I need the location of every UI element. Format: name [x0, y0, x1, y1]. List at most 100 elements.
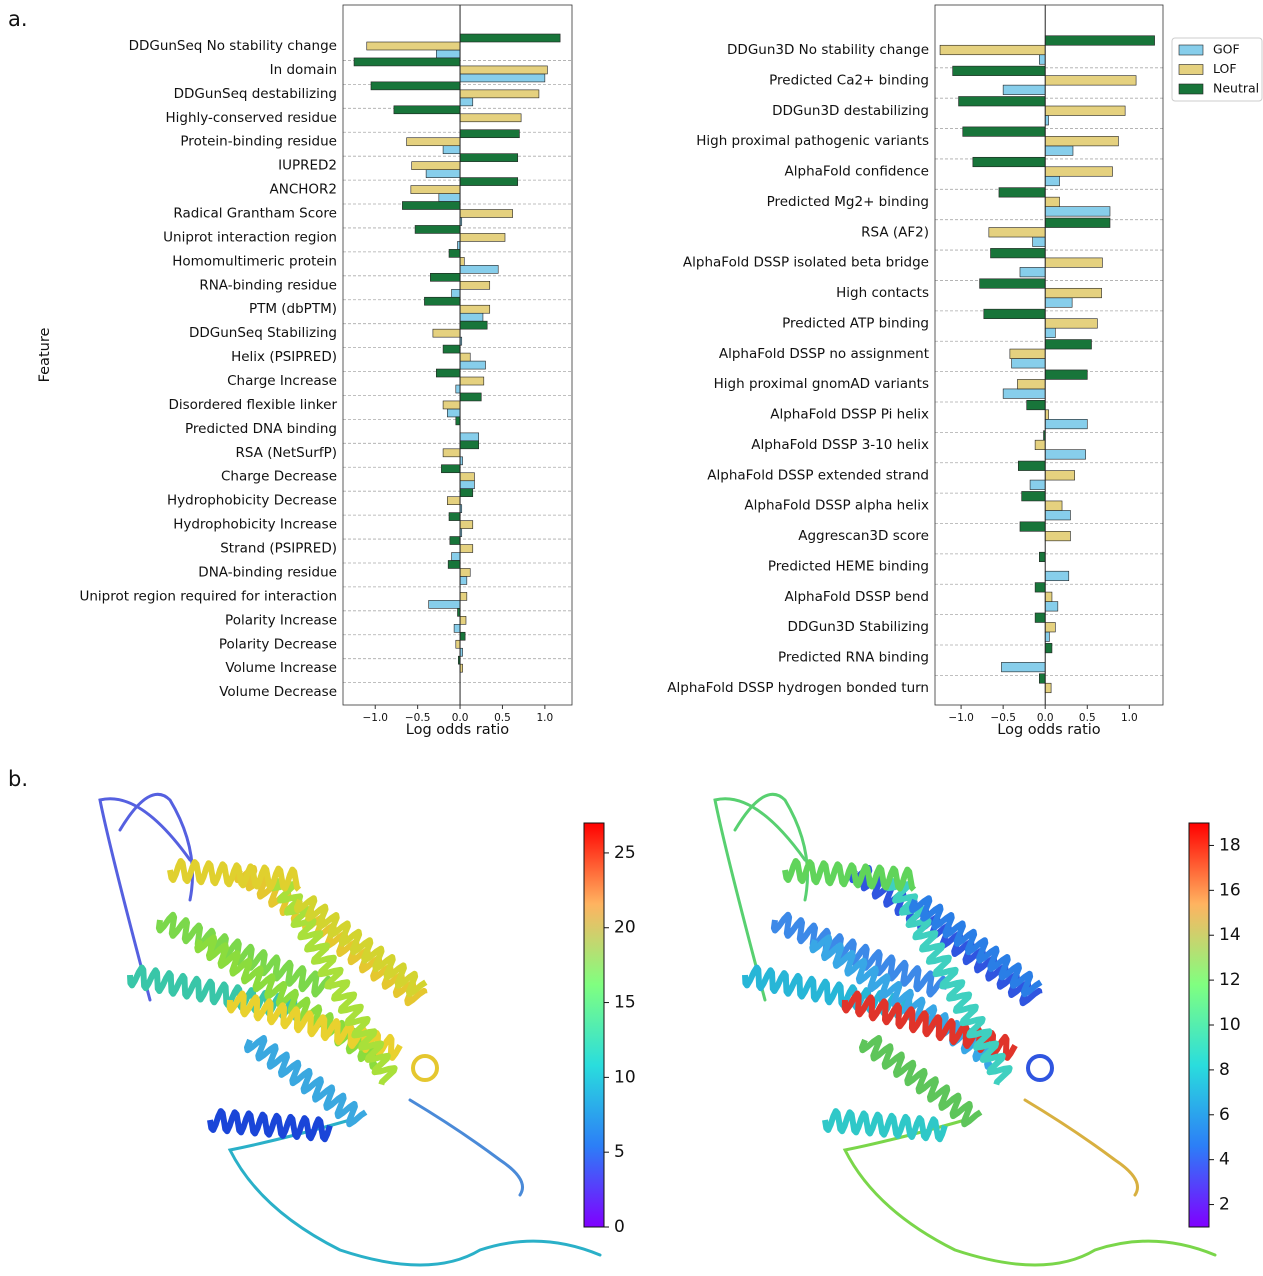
- bar: [394, 106, 460, 114]
- x-tick-label: 1.0: [1121, 712, 1138, 724]
- legend-swatch: [1179, 84, 1203, 94]
- bar: [460, 154, 518, 162]
- bar: [1045, 622, 1055, 632]
- bar: [460, 265, 498, 273]
- bar: [456, 640, 460, 648]
- bar: [460, 393, 481, 401]
- colorbar-tick-label: 0: [614, 1217, 625, 1237]
- bar: [460, 305, 490, 313]
- colorbar-tick-label: 2: [1219, 1195, 1230, 1215]
- legend-swatch: [1179, 45, 1203, 55]
- bar: [1045, 450, 1085, 460]
- bar: [371, 82, 460, 90]
- y-tick-label: AlphaFold DSSP no assignment: [719, 346, 929, 362]
- bar: [991, 248, 1046, 258]
- bar: [460, 130, 519, 138]
- legend-label: Neutral: [1213, 81, 1259, 96]
- y-tick-label: AlphaFold DSSP alpha helix: [744, 498, 929, 514]
- bar: [452, 553, 460, 561]
- bar: [460, 90, 539, 98]
- bar: [460, 66, 547, 74]
- y-tick-label: Predicted ATP binding: [782, 315, 929, 331]
- bar: [443, 345, 460, 353]
- bar: [1039, 552, 1045, 562]
- bar: [460, 361, 485, 369]
- y-tick-label: Aggrescan3D score: [798, 528, 929, 544]
- colorbar-tick-label: 14: [1219, 925, 1241, 945]
- bar: [407, 138, 460, 146]
- y-tick-label: DDGunSeq No stability change: [129, 38, 337, 54]
- y-tick-label: High proximal pathogenic variants: [696, 133, 929, 149]
- colorbar-tick-label: 4: [1219, 1150, 1230, 1170]
- bar: [460, 632, 465, 640]
- bar: [1045, 116, 1048, 126]
- bar: [443, 401, 460, 409]
- bar: [443, 449, 460, 457]
- bar: [426, 170, 460, 178]
- bar: [1022, 491, 1046, 501]
- legend-label: GOF: [1213, 42, 1240, 57]
- bar: [460, 592, 467, 600]
- y-tick-label: DDGun3D Stabilizing: [787, 619, 929, 635]
- bar: [1045, 167, 1112, 177]
- bar: [940, 45, 1045, 55]
- bar: [1035, 583, 1045, 593]
- bar: [460, 353, 470, 361]
- y-tick-label: Helix (PSIPRED): [231, 349, 337, 365]
- bar: [424, 297, 460, 305]
- colorbar: [1189, 823, 1209, 1227]
- colorbar-tick-label: 15: [614, 993, 636, 1013]
- bar: [1045, 207, 1110, 217]
- page: {"panel_labels": ["a.", "b."], "chart_da…: [0, 0, 1263, 1276]
- bar: [1045, 340, 1091, 350]
- bar: [439, 194, 460, 202]
- bar: [1045, 602, 1058, 612]
- bar: [460, 377, 484, 385]
- bar: [460, 98, 473, 106]
- bar: [1045, 328, 1055, 338]
- colorbar-tick-label: 20: [614, 918, 636, 938]
- y-tick-label: RSA (NetSurfP): [235, 445, 337, 461]
- bar: [436, 50, 460, 58]
- bar: [449, 513, 460, 521]
- x-tick-label: −1.0: [948, 712, 974, 724]
- y-tick-label: Disordered flexible linker: [168, 397, 337, 413]
- bar: [460, 74, 545, 82]
- bar: [1033, 237, 1046, 247]
- bar: [1045, 76, 1136, 86]
- bar: [415, 225, 460, 233]
- bar: [1045, 501, 1062, 511]
- bar: [447, 497, 460, 505]
- colorbar-tick-label: 16: [1219, 880, 1241, 900]
- bar: [452, 289, 460, 297]
- y-tick-label: Protein-binding residue: [180, 134, 337, 150]
- y-tick-label: Predicted Mg2+ binding: [767, 194, 929, 210]
- bar: [1045, 106, 1125, 116]
- bar: [450, 537, 460, 545]
- y-tick-label: Predicted DNA binding: [185, 421, 337, 437]
- colorbar-tick-label: 5: [614, 1142, 625, 1162]
- bar: [999, 188, 1045, 198]
- bar: [460, 257, 464, 265]
- bar: [989, 228, 1045, 238]
- x-axis-label: Log odds ratio: [997, 722, 1101, 738]
- bar: [1020, 267, 1045, 277]
- bar: [460, 233, 505, 241]
- bar: [460, 576, 467, 584]
- bar: [1045, 258, 1102, 268]
- bar: [1035, 613, 1045, 623]
- helix: [210, 1111, 330, 1139]
- bar: [1045, 643, 1052, 653]
- y-tick-label: High proximal gnomAD variants: [714, 376, 929, 392]
- y-tick-label: High contacts: [836, 285, 929, 301]
- bar: [460, 433, 479, 441]
- y-tick-label: DDGun3D No stability change: [727, 42, 929, 58]
- bar: [1045, 683, 1051, 693]
- legend-label: LOF: [1213, 61, 1237, 76]
- y-tick-label: Predicted HEME binding: [768, 558, 929, 574]
- y-tick-label: Uniprot region required for interaction: [79, 588, 337, 604]
- bar: [1045, 197, 1059, 207]
- figure: a. b. DDGunSeq No stability changeIn dom…: [0, 0, 1263, 1276]
- bar: [1045, 298, 1072, 308]
- y-tick-label: AlphaFold DSSP extended strand: [707, 467, 929, 483]
